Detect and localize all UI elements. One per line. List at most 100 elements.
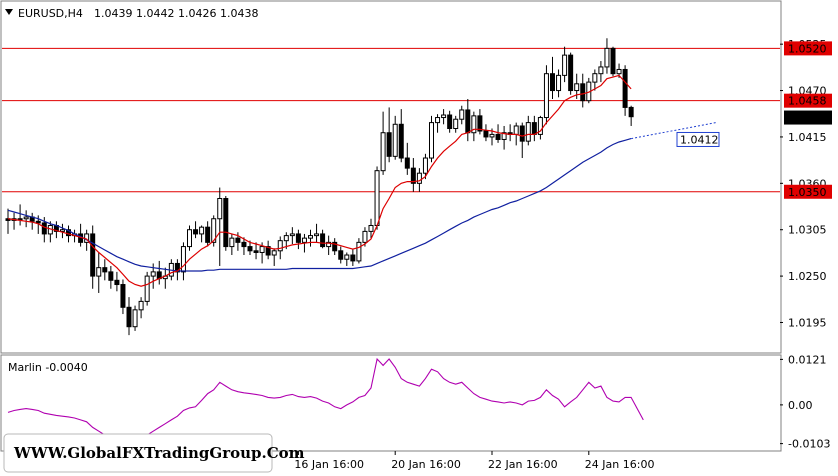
- candle: [495, 124, 501, 143]
- candle-body: [429, 122, 434, 159]
- symbol-label: EURUSD,H4: [18, 7, 83, 20]
- candle-body: [193, 229, 199, 235]
- candle: [308, 229, 313, 247]
- candle-body: [592, 73, 598, 83]
- candle-body: [386, 132, 392, 157]
- candle: [223, 195, 229, 251]
- triangle-down-icon[interactable]: [5, 9, 13, 15]
- candle-body: [568, 54, 574, 92]
- candle-body: [435, 117, 441, 124]
- level-label-box: [784, 41, 832, 56]
- candle-body: [187, 229, 192, 248]
- candle: [386, 107, 392, 163]
- candle-body: [90, 233, 96, 277]
- candle: [59, 223, 65, 239]
- time-tick-label: 22 Jan 16:00: [488, 458, 558, 471]
- candle-body: [41, 222, 47, 235]
- candle: [471, 111, 477, 142]
- time-tick-label: 20 Jan 16:00: [391, 458, 461, 471]
- chart-header: EURUSD,H4 1.0439 1.0442 1.0426 1.0438: [5, 7, 258, 20]
- candle: [114, 271, 120, 292]
- oscillator-panel[interactable]: 0.0121 0.00 -0.0103 Marlin -0.0040: [0, 353, 830, 452]
- candle: [416, 168, 422, 192]
- candle-body: [574, 83, 580, 92]
- candlesticks: [5, 38, 634, 336]
- candle: [126, 297, 132, 336]
- main-price-panel[interactable]: 1.0412 1.01951.02501.03051.03601.04151.0…: [0, 0, 832, 354]
- candle: [320, 229, 326, 249]
- candle-body: [283, 235, 289, 242]
- candle: [23, 210, 29, 228]
- candle-body: [241, 241, 247, 248]
- candle-body: [465, 109, 471, 134]
- candle-body: [247, 246, 253, 252]
- candle: [96, 252, 102, 293]
- candle-body: [556, 74, 562, 92]
- candle-body: [205, 226, 211, 243]
- candle-body: [17, 218, 23, 221]
- price-tick-label: 1.0305: [788, 224, 827, 237]
- candle: [537, 115, 543, 140]
- candle: [519, 122, 525, 159]
- candle-body: [235, 237, 241, 243]
- candle: [501, 125, 507, 150]
- candle: [356, 238, 362, 264]
- level-label-box: [784, 184, 832, 199]
- candle-body: [471, 115, 477, 134]
- candle: [604, 38, 610, 74]
- horizontal-levels: [2, 47, 780, 193]
- candle-body: [259, 246, 265, 253]
- candle-body: [513, 125, 519, 135]
- candle-body: [622, 68, 628, 108]
- candle-body: [356, 241, 362, 262]
- candle-body: [441, 114, 447, 119]
- candle: [295, 229, 301, 250]
- oscillator-label: Marlin -0.0040: [8, 361, 88, 374]
- candle: [217, 187, 223, 266]
- candle: [580, 73, 586, 108]
- candle-body: [180, 246, 186, 273]
- candle: [247, 240, 253, 256]
- candle: [241, 237, 247, 256]
- time-axis: 16 Jan 16:00 20 Jan 16:00 22 Jan 16:00 24 J…: [294, 451, 654, 471]
- candle-body: [362, 230, 368, 243]
- candle-body: [628, 106, 634, 118]
- candle: [180, 242, 186, 281]
- candle: [314, 223, 320, 243]
- candle-body: [598, 66, 604, 75]
- candle-body: [126, 306, 132, 328]
- candle-body: [483, 130, 489, 138]
- candle: [144, 271, 150, 306]
- candle-body: [416, 172, 422, 184]
- candle: [404, 142, 410, 175]
- candle-body: [289, 233, 295, 237]
- watermark-box: [3, 433, 273, 473]
- candle-body: [114, 279, 120, 286]
- candle-body: [265, 246, 271, 256]
- candle-body: [66, 229, 71, 237]
- candle-body: [314, 233, 320, 237]
- price-tick-label: 1.0415: [788, 131, 827, 144]
- candle: [193, 221, 199, 239]
- candle-body: [562, 54, 568, 76]
- candle-body: [144, 275, 150, 302]
- candle-body: [350, 254, 356, 262]
- candle-body: [301, 237, 307, 243]
- current-price-box: [784, 110, 832, 125]
- candle-body: [277, 240, 283, 252]
- watermark-text: WWW.GlobalFXTradingGroup.Com: [13, 444, 305, 462]
- candle-body: [495, 133, 501, 140]
- moving-averages: 1.0412: [7, 74, 720, 287]
- candle-body: [320, 233, 326, 248]
- candle: [543, 65, 549, 125]
- candle-body: [501, 132, 507, 140]
- osc-tick-label: 0.0121: [788, 353, 827, 366]
- candle-body: [604, 47, 610, 68]
- candle: [205, 221, 211, 247]
- candle: [422, 153, 428, 180]
- candle-body: [459, 109, 465, 120]
- candle-body: [138, 300, 144, 311]
- level-label: 1.0458: [788, 95, 827, 108]
- candle: [229, 233, 235, 256]
